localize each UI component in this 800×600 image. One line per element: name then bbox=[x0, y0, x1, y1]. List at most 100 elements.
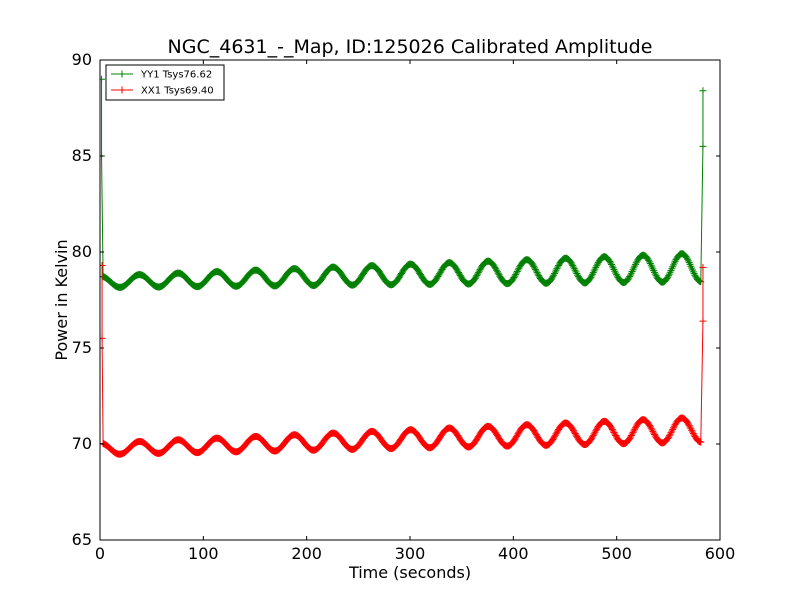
data-point-marker bbox=[691, 271, 699, 279]
data-point-marker bbox=[670, 261, 677, 269]
data-point-marker bbox=[665, 272, 673, 280]
y-tick-label: 70 bbox=[72, 434, 92, 453]
data-point-marker bbox=[473, 272, 481, 280]
data-point-marker bbox=[628, 268, 636, 276]
data-point-marker bbox=[550, 270, 558, 278]
data-point-marker bbox=[650, 429, 658, 437]
y-tick-label: 75 bbox=[72, 338, 92, 357]
data-point-marker bbox=[611, 267, 619, 275]
data-point-marker bbox=[627, 433, 635, 441]
data-point-marker bbox=[569, 263, 577, 271]
x-tick-label: 0 bbox=[95, 544, 105, 563]
data-point-marker bbox=[100, 75, 106, 83]
data-point-marker bbox=[434, 273, 442, 281]
data-point-marker bbox=[627, 271, 635, 279]
data-point-marker bbox=[570, 265, 578, 273]
data-point-marker bbox=[530, 262, 538, 270]
series-markers bbox=[100, 75, 707, 291]
data-point-marker bbox=[511, 272, 519, 280]
data-point-marker bbox=[697, 438, 705, 446]
data-point-marker bbox=[683, 254, 691, 262]
data-point-marker bbox=[631, 425, 639, 433]
data-point-marker bbox=[646, 260, 654, 268]
x-tick-label: 600 bbox=[705, 544, 736, 563]
data-point-marker bbox=[100, 261, 106, 269]
data-point-marker bbox=[588, 270, 596, 278]
data-point-marker bbox=[590, 267, 598, 275]
data-point-marker bbox=[569, 427, 577, 435]
data-point-marker bbox=[626, 434, 634, 442]
data-point-marker bbox=[646, 423, 654, 431]
data-point-marker bbox=[686, 423, 694, 431]
data-point-marker bbox=[512, 271, 520, 279]
series-yy1 bbox=[100, 75, 707, 291]
data-point-marker bbox=[626, 273, 634, 281]
data-point-marker bbox=[573, 270, 581, 278]
data-point-marker bbox=[568, 260, 576, 268]
data-point-marker bbox=[612, 269, 620, 277]
data-point-marker bbox=[644, 255, 652, 263]
data-point-marker bbox=[515, 264, 523, 272]
x-tick-label: 100 bbox=[188, 544, 219, 563]
data-point-marker bbox=[531, 264, 539, 272]
data-point-marker bbox=[629, 428, 637, 436]
data-point-marker bbox=[629, 266, 637, 274]
series-xx1 bbox=[100, 261, 707, 458]
data-point-marker bbox=[630, 264, 638, 272]
legend-box bbox=[105, 64, 225, 101]
data-point-marker bbox=[645, 256, 653, 264]
data-point-marker bbox=[591, 265, 599, 273]
data-point-marker bbox=[631, 424, 639, 432]
data-point-marker bbox=[512, 433, 520, 441]
data-point-marker bbox=[569, 261, 577, 269]
data-point-marker bbox=[455, 269, 463, 277]
data-point-marker bbox=[495, 271, 503, 279]
data-point-marker bbox=[454, 267, 462, 275]
data-point-marker bbox=[591, 428, 599, 436]
data-point-marker bbox=[474, 270, 482, 278]
x-axis-label: Time (seconds) bbox=[348, 563, 471, 582]
data-point-marker bbox=[493, 266, 501, 274]
data-point-marker bbox=[699, 317, 707, 325]
data-point-marker bbox=[649, 265, 657, 273]
data-point-marker bbox=[689, 430, 697, 438]
data-point-marker bbox=[588, 272, 596, 280]
data-point-marker bbox=[628, 430, 636, 438]
data-point-marker bbox=[663, 275, 671, 283]
data-point-marker bbox=[685, 422, 693, 430]
data-point-marker bbox=[632, 259, 640, 267]
data-point-marker bbox=[510, 274, 518, 282]
data-point-marker bbox=[647, 261, 655, 269]
data-point-marker bbox=[574, 271, 582, 279]
data-point-marker bbox=[475, 267, 483, 275]
data-point-marker bbox=[100, 334, 106, 342]
data-point-marker bbox=[532, 267, 540, 275]
data-point-marker bbox=[533, 269, 541, 277]
data-point-marker bbox=[588, 433, 596, 441]
data-point-marker bbox=[690, 270, 698, 278]
x-tick-label: 500 bbox=[601, 544, 632, 563]
data-point-marker bbox=[608, 425, 616, 433]
y-tick-label: 90 bbox=[72, 50, 92, 69]
data-point-marker bbox=[610, 266, 618, 274]
data-point-marker bbox=[668, 427, 676, 435]
data-point-marker bbox=[648, 426, 656, 434]
data-point-marker bbox=[688, 426, 696, 434]
data-point-marker bbox=[687, 425, 695, 433]
data-point-marker bbox=[514, 266, 522, 274]
plot-series-layer bbox=[100, 75, 707, 458]
data-point-marker bbox=[631, 262, 639, 270]
data-point-marker bbox=[608, 260, 615, 268]
data-point-marker bbox=[650, 268, 658, 276]
x-tick-label: 400 bbox=[498, 544, 529, 563]
data-point-marker bbox=[651, 270, 659, 278]
series-markers bbox=[100, 261, 707, 458]
data-point-marker bbox=[590, 430, 598, 438]
y-tick-label: 85 bbox=[72, 146, 92, 165]
data-point-marker bbox=[606, 257, 614, 265]
data-point-marker bbox=[689, 428, 697, 436]
x-axis: 0 100 200 300 400 500 600 bbox=[95, 60, 735, 563]
data-point-marker bbox=[534, 270, 542, 278]
data-point-marker bbox=[665, 270, 673, 278]
